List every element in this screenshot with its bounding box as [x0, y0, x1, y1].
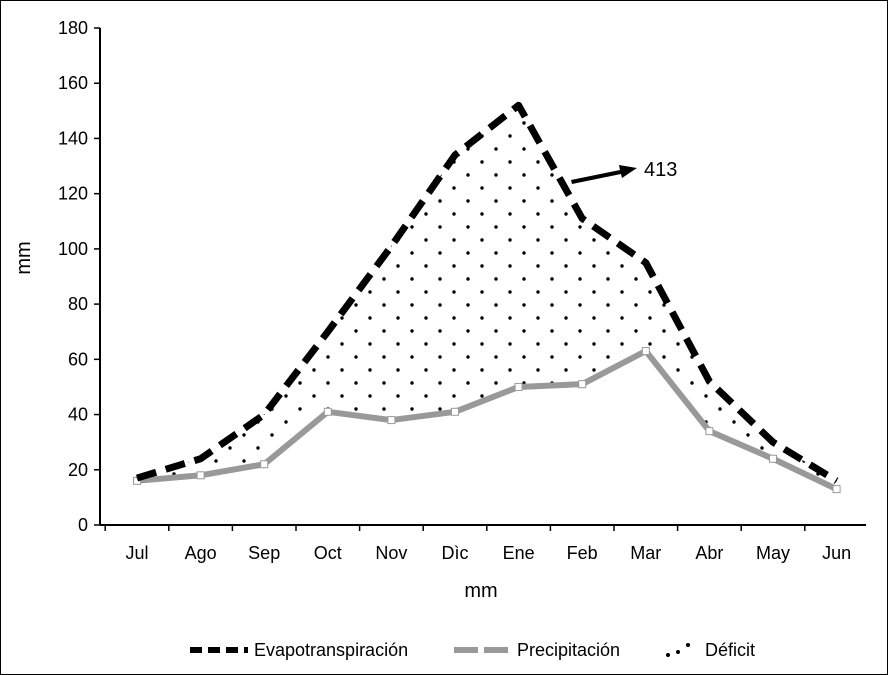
- legend-label-deficit: Déficit: [705, 640, 755, 660]
- legend: Evapotranspiración Precipitación Déficit: [190, 640, 755, 660]
- y-tick-label: 0: [78, 515, 88, 535]
- data-point-evapotranspiracion: [581, 218, 583, 220]
- x-tick-label: Jul: [125, 543, 148, 563]
- y-tick-label: 180: [58, 18, 88, 38]
- y-tick-label: 140: [58, 128, 88, 148]
- x-tick-label: Sep: [248, 543, 280, 563]
- data-point-precipitacion: [705, 427, 714, 436]
- x-tick-label: Ago: [185, 543, 217, 563]
- data-point-evapotranspiracion: [454, 154, 456, 156]
- y-tick-label: 80: [68, 294, 88, 314]
- x-tick-label: Abr: [695, 543, 723, 563]
- x-tick-label: Jun: [822, 543, 851, 563]
- annotation-label: 413: [644, 159, 677, 181]
- legend-item-evapotranspiracion: Evapotranspiración: [190, 640, 408, 660]
- annotation-arrow: [571, 165, 637, 184]
- data-point-evapotranspiracion: [327, 331, 329, 333]
- y-tick-label: 120: [58, 184, 88, 204]
- x-axis-title: mm: [464, 580, 497, 602]
- x-tick-label: Ene: [503, 543, 535, 563]
- series-line-evapotranspiracion: [135, 101, 839, 484]
- data-point-evapotranspiracion: [518, 104, 520, 106]
- y-tick-label: 100: [58, 239, 88, 259]
- legend-item-precipitacion: Precipitación: [454, 640, 620, 660]
- annotation: 413: [571, 159, 677, 184]
- data-point-precipitacion: [387, 416, 396, 425]
- x-tick-label: Mar: [630, 543, 661, 563]
- axes: 0 20 40 60 80 100 120 140 160 180 Jul Ago Sep Oct Nov D…: [58, 18, 866, 563]
- data-point-precipitacion: [323, 407, 332, 416]
- y-axis-title: mm: [13, 241, 35, 274]
- y-tick-label: 20: [68, 460, 88, 480]
- data-point-evapotranspiracion: [836, 480, 838, 482]
- data-point-precipitacion: [641, 347, 650, 356]
- legend-item-deficit: Déficit: [666, 640, 755, 660]
- x-tick-label: May: [756, 543, 790, 563]
- y-tick-label: 160: [58, 73, 88, 93]
- series-layer: [133, 101, 841, 494]
- data-point-evapotranspiracion: [200, 458, 202, 460]
- series-line-precipitacion: [136, 348, 838, 492]
- data-point-precipitacion: [769, 454, 777, 463]
- data-point-precipitacion: [260, 460, 269, 469]
- data-point-precipitacion: [578, 380, 587, 389]
- x-tick-label: Feb: [567, 543, 598, 563]
- legend-label-evapotranspiracion: Evapotranspiración: [254, 640, 408, 660]
- data-point-precipitacion: [514, 382, 523, 391]
- data-point-precipitacion: [451, 407, 459, 416]
- deficit-area: [137, 105, 837, 490]
- data-point-evapotranspiracion: [263, 414, 265, 416]
- data-point-precipitacion: [832, 485, 841, 494]
- y-tick-label: 60: [68, 349, 88, 369]
- data-point-evapotranspiracion: [645, 262, 647, 264]
- x-tick-label: Nov: [375, 543, 407, 563]
- data-point-evapotranspiracion: [772, 441, 774, 443]
- y-tick-label: 40: [68, 405, 88, 425]
- data-point-precipitacion: [196, 471, 205, 480]
- data-point-evapotranspiracion: [708, 380, 710, 382]
- x-tick-label: Dìc: [442, 543, 469, 563]
- legend-swatch-deficit: [666, 643, 690, 657]
- deficit-area-layer: [137, 105, 837, 490]
- x-tick-label: Oct: [314, 543, 342, 563]
- data-point-evapotranspiracion: [136, 477, 138, 479]
- data-point-evapotranspiracion: [390, 245, 392, 247]
- legend-label-precipitacion: Precipitación: [517, 640, 620, 660]
